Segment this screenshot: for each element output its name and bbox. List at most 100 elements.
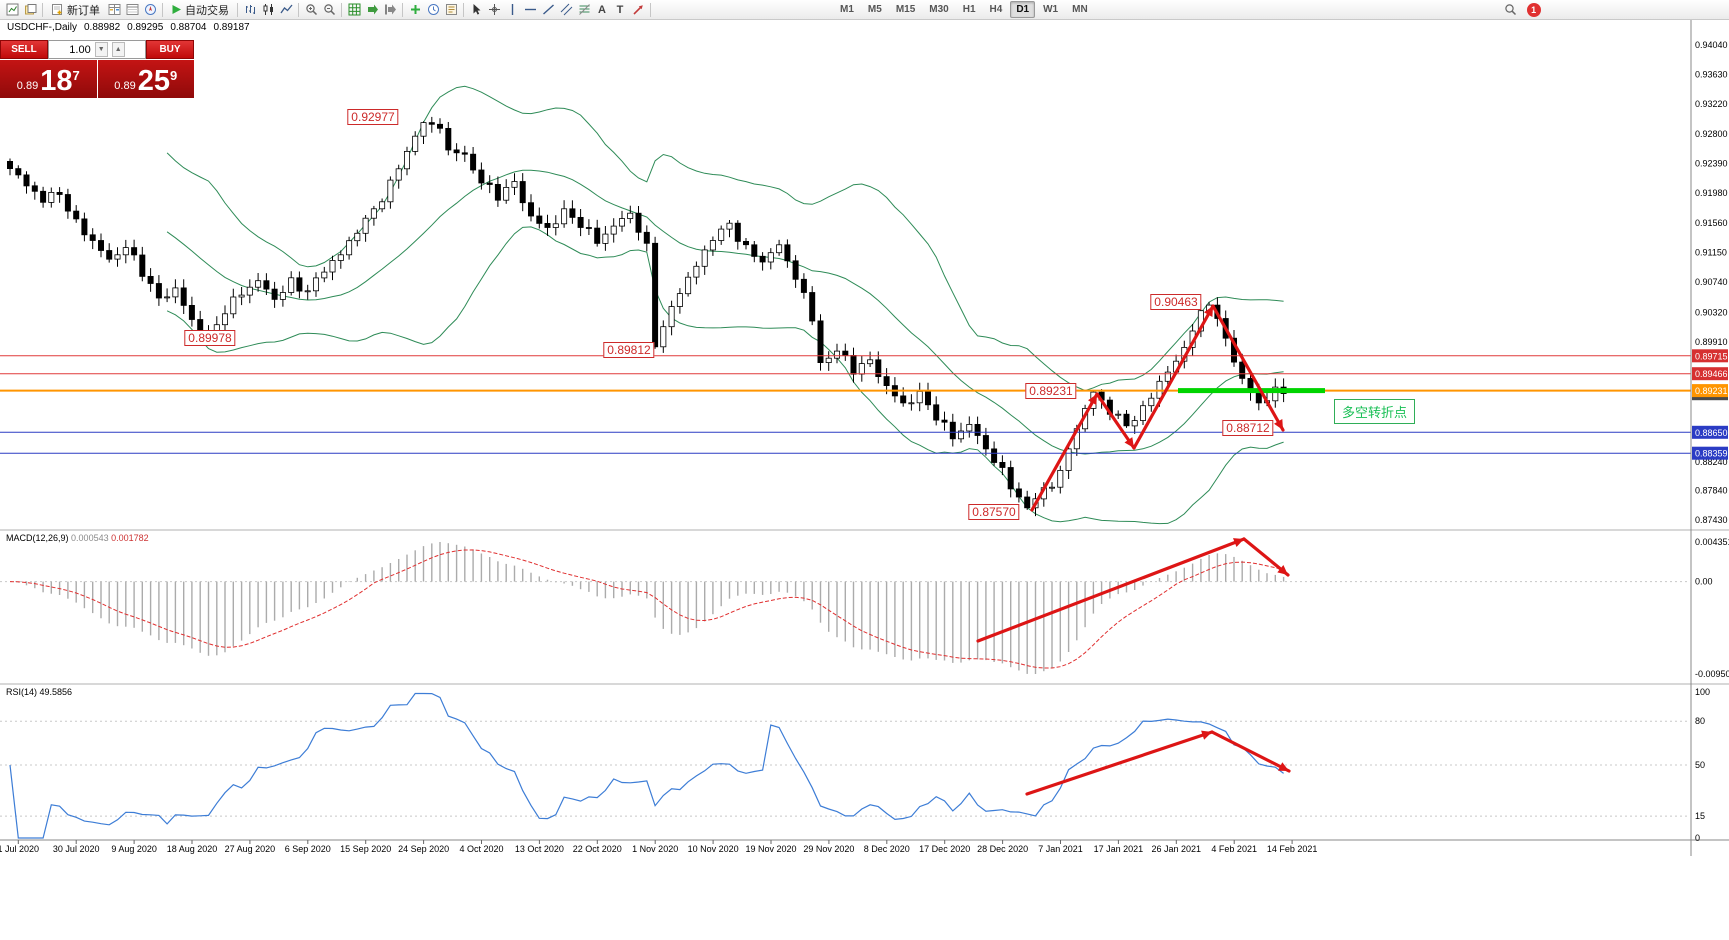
- timeframe-w1-button[interactable]: W1: [1043, 4, 1059, 15]
- trendline-icon[interactable]: [539, 1, 557, 18]
- svg-text:4 Feb 2021: 4 Feb 2021: [1211, 844, 1257, 854]
- buy-price-sup: 9: [169, 68, 178, 83]
- svg-text:26 Jan 2021: 26 Jan 2021: [1152, 844, 1202, 854]
- horizontal-line-icon[interactable]: [521, 1, 539, 18]
- svg-text:80: 80: [1695, 716, 1705, 726]
- sell-price-box[interactable]: 0.89 18 7: [0, 60, 97, 98]
- grid-icon[interactable]: [345, 1, 363, 18]
- time-axis[interactable]: 1 Jul 2020 30 Jul 2020 9 Aug 2020 18 Aug 20…: [0, 840, 1317, 854]
- svg-text:0.94040: 0.94040: [1695, 40, 1728, 50]
- rsi-value: 49.5856: [39, 687, 73, 697]
- svg-text:0.88650: 0.88650: [1695, 428, 1728, 438]
- svg-text:14 Feb 2021: 14 Feb 2021: [1267, 844, 1318, 854]
- lot-increase-button[interactable]: ▲: [111, 42, 125, 57]
- timeframe-m15-button[interactable]: M15: [895, 4, 916, 15]
- timeframe-d1-button[interactable]: D1: [1010, 1, 1036, 18]
- macd-value: 0.000543: [71, 533, 109, 543]
- svg-text:15 Sep 2020: 15 Sep 2020: [340, 844, 391, 854]
- horizontal-lines[interactable]: [0, 355, 1691, 454]
- text-tool-icon[interactable]: A: [598, 3, 606, 16]
- svg-text:1 Nov 2020: 1 Nov 2020: [632, 844, 678, 854]
- rsi-panel[interactable]: 100 80 50 15 0: [0, 687, 1710, 843]
- ohlc-low: 0.88704: [170, 22, 207, 33]
- price-tag: [1692, 349, 1728, 363]
- timeframe-h1-button[interactable]: H1: [962, 4, 976, 15]
- timeframe-mn-button[interactable]: MN: [1072, 4, 1088, 15]
- navigator-icon[interactable]: [141, 1, 159, 18]
- sell-button[interactable]: SELL: [0, 40, 48, 59]
- svg-text:0.90740: 0.90740: [1695, 277, 1728, 287]
- line-chart-icon[interactable]: [277, 1, 295, 18]
- cursor-icon[interactable]: [467, 1, 485, 18]
- svg-text:17 Dec 2020: 17 Dec 2020: [919, 844, 970, 854]
- periods-icon[interactable]: [424, 1, 442, 18]
- arrows-tool-icon[interactable]: [629, 1, 647, 18]
- search-icon[interactable]: [1502, 1, 1520, 18]
- zoom-out-icon[interactable]: [320, 1, 338, 18]
- svg-text:4 Oct 2020: 4 Oct 2020: [459, 844, 503, 854]
- timeframe-m30-button[interactable]: M30: [929, 4, 949, 15]
- zoom-in-icon[interactable]: [302, 1, 320, 18]
- svg-text:29 Nov 2020: 29 Nov 2020: [803, 844, 854, 854]
- macd-panel[interactable]: 0.004351 0.00 -0.009504: [0, 537, 1729, 679]
- bar-chart-icon[interactable]: [241, 1, 259, 18]
- new-chart-icon[interactable]: [3, 1, 21, 18]
- svg-text:22 Oct 2020: 22 Oct 2020: [573, 844, 622, 854]
- annotation-note[interactable]: 多空转折点: [1334, 399, 1416, 424]
- trend-arrows[interactable]: [976, 304, 1291, 796]
- profiles-icon[interactable]: [21, 1, 39, 18]
- svg-text:100: 100: [1695, 687, 1710, 697]
- timeframe-m5-button[interactable]: M5: [867, 4, 882, 15]
- auto-scroll-icon[interactable]: [363, 1, 381, 18]
- buy-price-base: 0.89: [114, 80, 136, 92]
- add-indicator-icon[interactable]: [406, 1, 424, 18]
- svg-text:8 Dec 2020: 8 Dec 2020: [864, 844, 910, 854]
- support-highlight-line[interactable]: [1178, 388, 1325, 394]
- svg-text:27 Aug 2020: 27 Aug 2020: [225, 844, 276, 854]
- text-label-icon[interactable]: T: [616, 3, 624, 16]
- new-order-button[interactable]: 新订单: [46, 1, 105, 18]
- lot-value[interactable]: 1.00: [69, 43, 91, 56]
- ohlc-open: 0.88982: [84, 22, 121, 33]
- svg-text:0.89466: 0.89466: [1695, 369, 1728, 379]
- svg-text:0.90320: 0.90320: [1695, 307, 1728, 317]
- svg-text:0.87840: 0.87840: [1695, 486, 1728, 496]
- chart-shift-icon[interactable]: [381, 1, 399, 18]
- templates-icon[interactable]: [442, 1, 460, 18]
- timeframe-h4-button[interactable]: H4: [989, 4, 1003, 15]
- toolbar-separator: [298, 2, 299, 17]
- symbol-name: USDCHF-,Daily: [7, 22, 77, 33]
- toolbar-separator: [341, 2, 342, 17]
- svg-text:0.87430: 0.87430: [1695, 515, 1728, 525]
- candlestick-chart-icon[interactable]: [259, 1, 277, 18]
- buy-button[interactable]: BUY: [146, 40, 194, 59]
- panel-frame: [0, 19, 1729, 856]
- notification-badge[interactable]: 1: [1526, 2, 1541, 17]
- price-axis[interactable]: 0.94040 0.93630 0.93220 0.92800 0.92390 0.919…: [1692, 40, 1728, 525]
- svg-text:0.89910: 0.89910: [1695, 337, 1728, 347]
- bollinger-bands: [166, 85, 1284, 525]
- buy-price-box[interactable]: 0.89 25 9: [97, 60, 194, 98]
- macd-name: MACD(12,26,9): [6, 533, 69, 543]
- svg-text:0.93220: 0.93220: [1695, 99, 1728, 109]
- sell-price-sup: 7: [72, 68, 80, 83]
- vertical-line-icon[interactable]: [503, 1, 521, 18]
- autotrading-button[interactable]: 自动交易: [166, 1, 234, 18]
- sell-price-base: 0.89: [16, 80, 39, 92]
- svg-text:0.89715: 0.89715: [1695, 351, 1728, 361]
- svg-text:50: 50: [1695, 760, 1705, 770]
- market-watch-icon[interactable]: [105, 1, 123, 18]
- data-window-icon[interactable]: [123, 1, 141, 18]
- fibonacci-icon[interactable]: [575, 1, 593, 18]
- timeframe-toolbar: M1 M5 M15 M30 H1 H4 D1 W1 MN: [834, 1, 1094, 18]
- svg-text:-0.009504: -0.009504: [1695, 669, 1729, 679]
- lot-decrease-button[interactable]: ▼: [94, 42, 108, 57]
- svg-text:1 Jul 2020: 1 Jul 2020: [0, 844, 39, 854]
- svg-text:0.91980: 0.91980: [1695, 188, 1728, 198]
- channel-icon[interactable]: [557, 1, 575, 18]
- lot-size-field[interactable]: 1.00 ▼ ▲: [48, 40, 146, 59]
- crosshair-icon[interactable]: [485, 1, 503, 18]
- timeframe-m1-button[interactable]: M1: [840, 4, 854, 15]
- svg-text:0.88240: 0.88240: [1695, 457, 1728, 467]
